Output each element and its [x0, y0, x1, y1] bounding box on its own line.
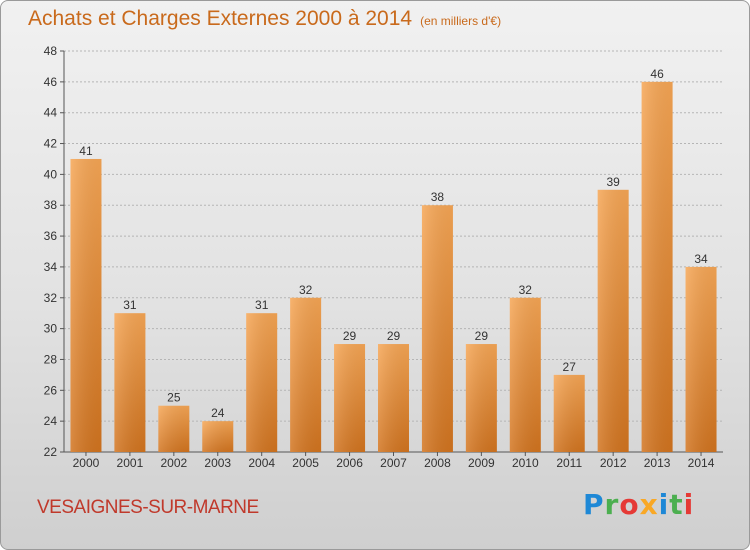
y-tick-label: 38 [44, 198, 58, 212]
bar-shade [290, 297, 322, 452]
y-tick-label: 22 [44, 445, 58, 459]
bar-value-label: 24 [211, 406, 225, 420]
bar-value-label: 32 [519, 283, 533, 297]
bar-shade [597, 189, 629, 453]
x-tick-label: 2010 [512, 456, 539, 470]
bar-shade [465, 344, 497, 452]
bar-shade [421, 205, 453, 452]
x-tick-label: 2001 [117, 456, 144, 470]
y-tick-label: 24 [44, 414, 58, 428]
bar-shade [378, 344, 409, 452]
bar-shade [641, 81, 673, 452]
bar-shade [158, 405, 190, 452]
bar-value-label: 46 [650, 67, 664, 81]
title-unit: (en milliers d'€) [420, 14, 502, 28]
x-tick-label: 2003 [204, 456, 231, 470]
x-tick-label: 2004 [248, 456, 275, 470]
y-tick-label: 44 [44, 106, 58, 120]
x-tick-label: 2012 [600, 456, 627, 470]
chart-title: Achats et Charges Externes 2000 à 2014 (e… [28, 7, 501, 31]
bar-value-label: 29 [387, 329, 401, 343]
x-tick-label: 2008 [424, 456, 451, 470]
bar-shade [685, 266, 717, 452]
y-tick-label: 42 [44, 137, 58, 151]
x-tick-label: 2014 [688, 456, 715, 470]
bar-shade [202, 421, 234, 452]
bar-value-label: 41 [79, 144, 93, 158]
y-tick-label: 34 [44, 260, 58, 274]
x-tick-label: 2002 [160, 456, 187, 470]
bar-value-label: 38 [431, 190, 445, 204]
y-tick-label: 30 [44, 322, 58, 336]
x-tick-label: 2000 [73, 456, 100, 470]
x-tick-label: 2006 [336, 456, 363, 470]
bar-value-label: 31 [123, 298, 137, 312]
bar-value-label: 29 [343, 329, 357, 343]
y-tick-label: 28 [44, 352, 58, 366]
bar-shade [334, 344, 366, 452]
x-tick-label: 2005 [292, 456, 319, 470]
x-tick-label: 2007 [380, 456, 407, 470]
y-tick-label: 48 [44, 44, 58, 58]
y-tick-label: 46 [44, 75, 58, 89]
bar-value-label: 25 [167, 391, 181, 405]
brand-logo: Proxiti [583, 488, 695, 521]
x-tick-label: 2011 [556, 456, 582, 470]
y-tick-label: 32 [44, 291, 58, 305]
y-tick-label: 36 [44, 229, 58, 243]
title-text: Achats et Charges Externes 2000 à 2014 [28, 7, 413, 30]
bar-shade [509, 297, 541, 452]
labels: 22 24 26 28 30 32 34 36 38 40 42 44 46 48 41 2000 31 2001… [44, 44, 715, 470]
bar-value-label: 29 [475, 329, 489, 343]
bar-value-label: 31 [255, 298, 269, 312]
bars [70, 81, 717, 453]
x-tick-label: 2009 [468, 456, 495, 470]
bar-value-label: 32 [299, 283, 313, 297]
y-tick-label: 26 [44, 383, 58, 397]
bar-shade [553, 374, 585, 452]
x-tick-label: 2013 [644, 456, 671, 470]
bar-shade [70, 158, 102, 452]
bar-shade [114, 313, 146, 452]
bar-value-label: 34 [694, 252, 708, 266]
bar-shade [246, 313, 278, 452]
commune-name: VESAIGNES-SUR-MARNE [37, 497, 259, 518]
y-tick-label: 40 [44, 167, 58, 181]
bar-value-label: 39 [606, 175, 620, 189]
bar-value-label: 27 [563, 360, 577, 374]
